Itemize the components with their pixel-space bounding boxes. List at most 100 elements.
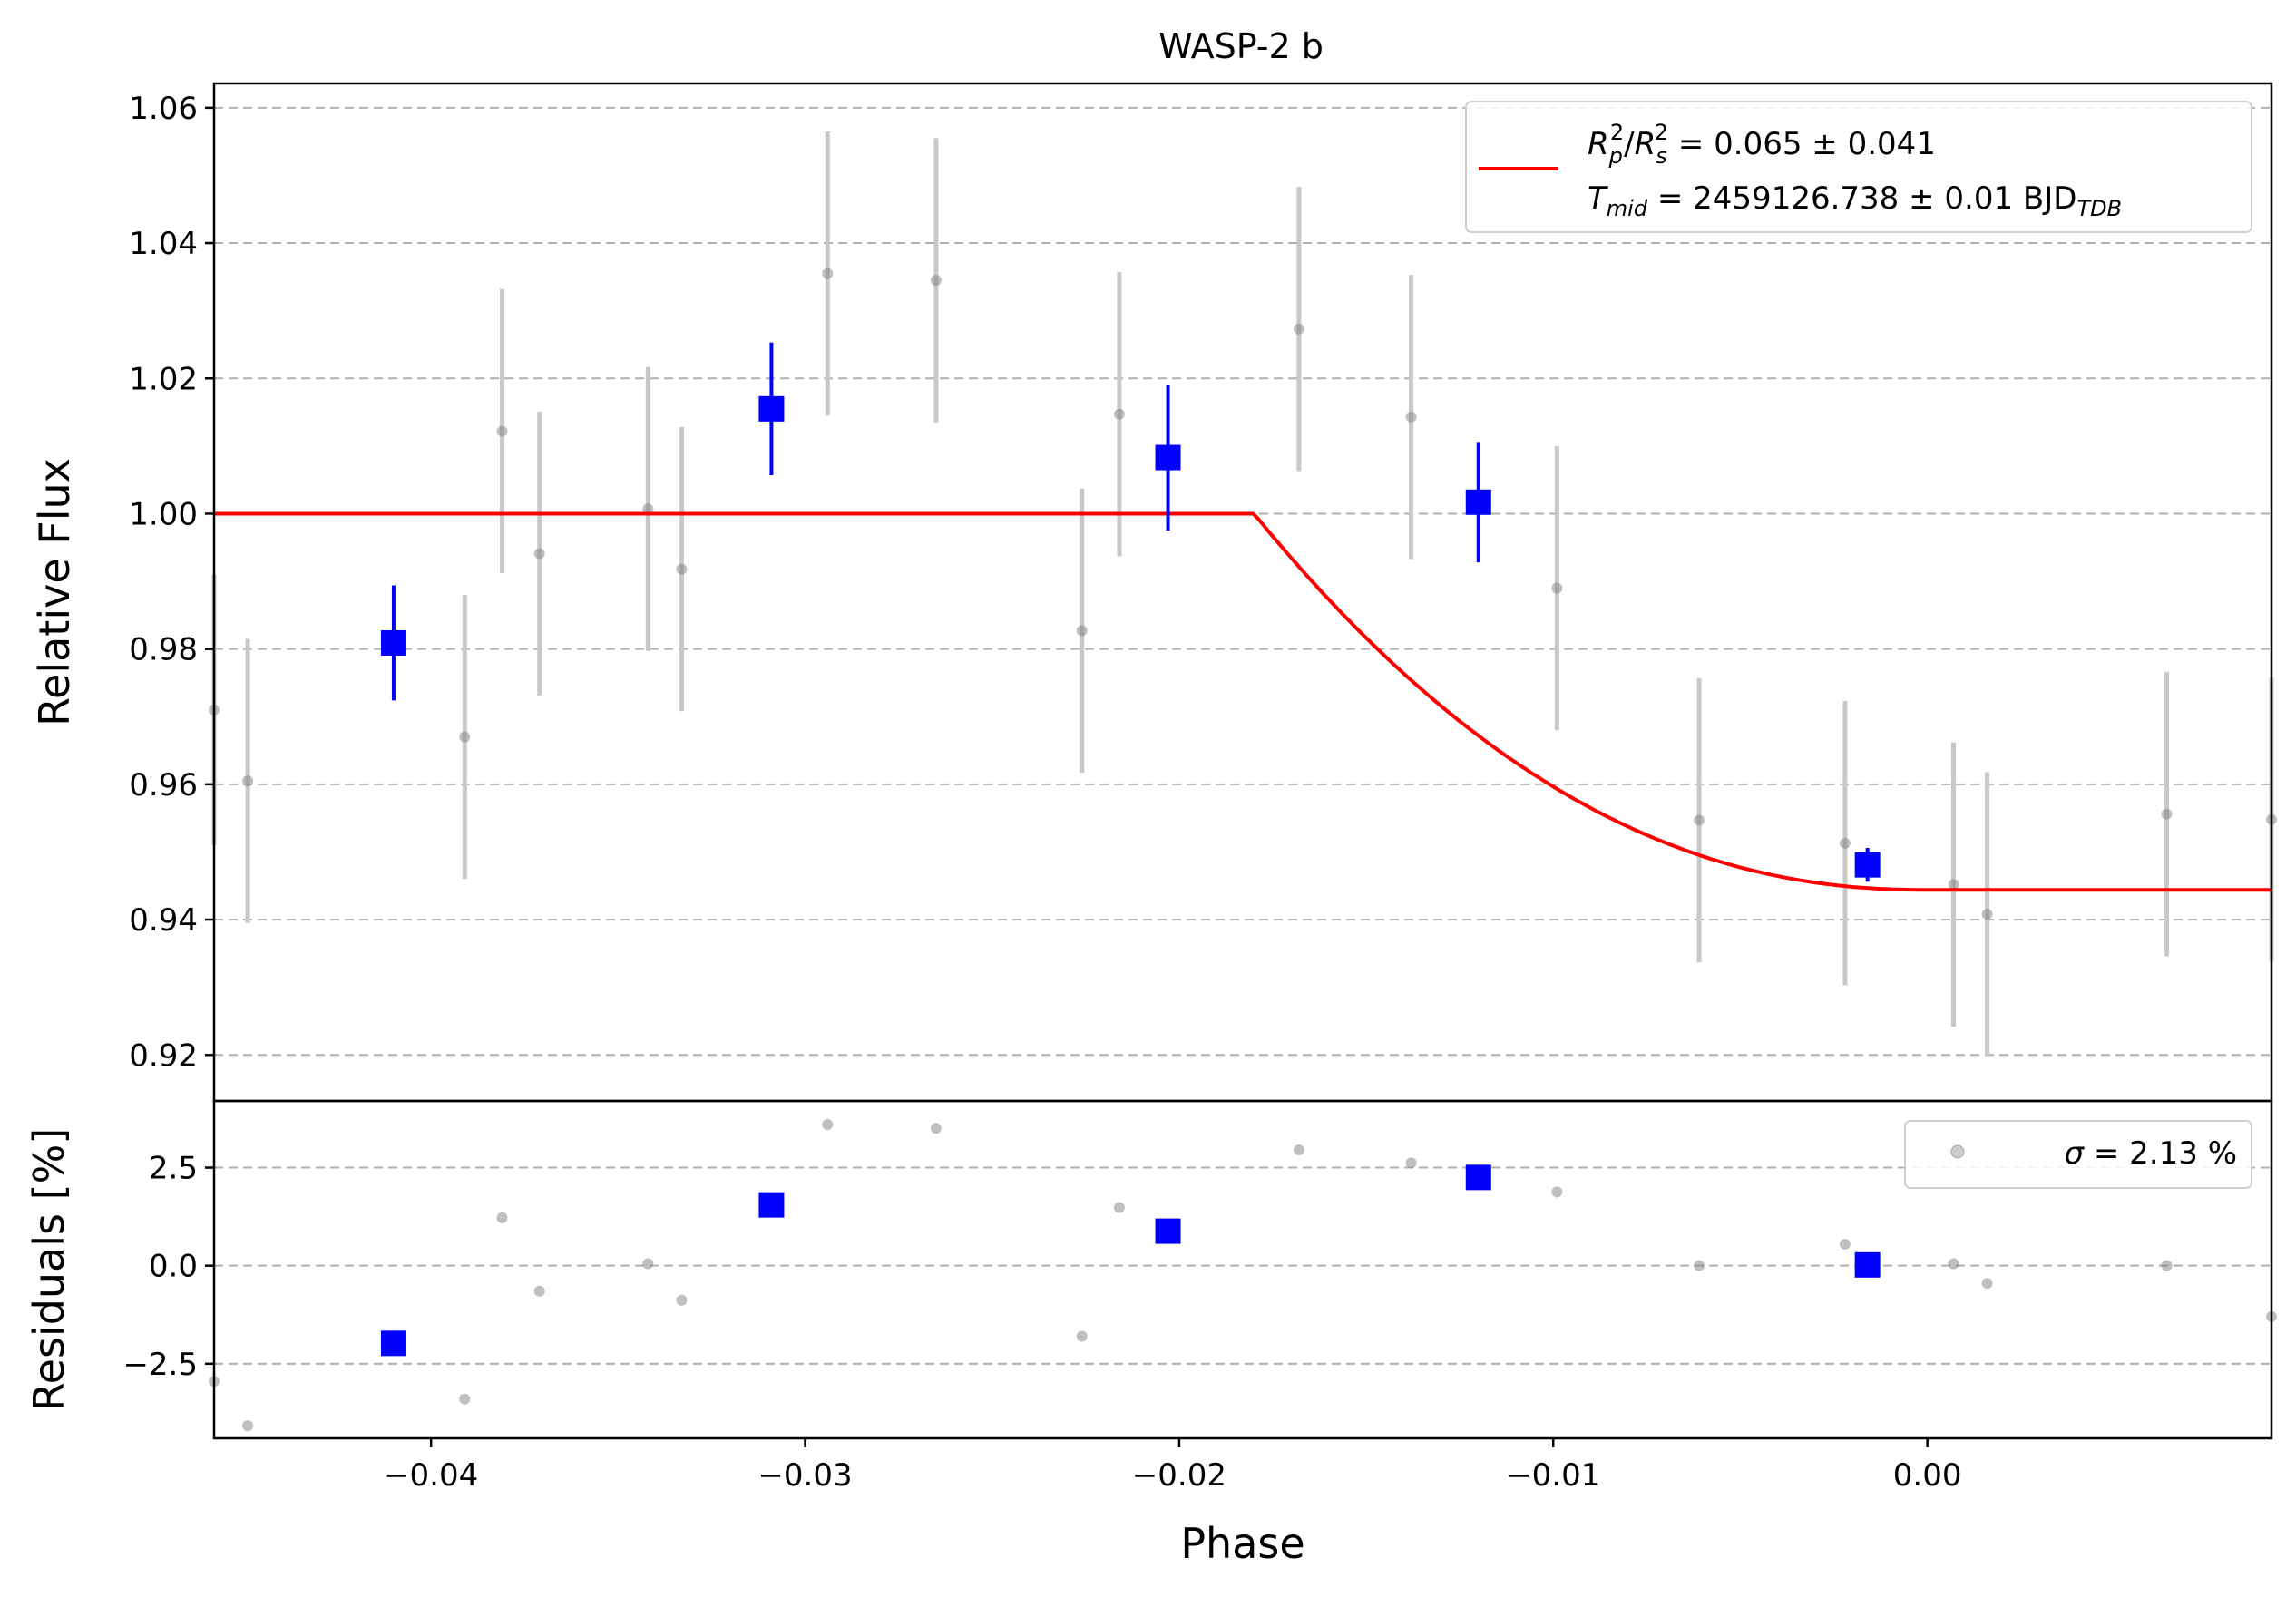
legend-sigma: σ = 2.13 % bbox=[2065, 1135, 2237, 1172]
flux-binned-points bbox=[380, 342, 1881, 882]
x-ticks: −0.04 −0.03 −0.02 −0.01 0.00 bbox=[384, 1438, 1961, 1494]
residuals-y-tick-label: 2.5 bbox=[149, 1151, 198, 1187]
legend-radius-ratio: Rp2/Rs2 = 0.065 ± 0.041 bbox=[1588, 120, 1936, 169]
legend-tmid: Tmid = 2459126.738 ± 0.01 BJDTDB bbox=[1588, 180, 2122, 221]
residuals-y-tick-label: −2.5 bbox=[122, 1347, 198, 1383]
flux-y-ticks: 0.92 0.94 0.96 0.98 1.00 1.02 1.04 1.06 bbox=[129, 91, 214, 1074]
legend-rs-sub: s bbox=[1656, 143, 1667, 169]
residuals-binned-points bbox=[380, 1164, 1881, 1357]
residual-binned-point bbox=[1854, 1251, 1881, 1278]
x-tick-label: −0.01 bbox=[1506, 1457, 1600, 1494]
residual-binned-point bbox=[1465, 1164, 1491, 1191]
flux-binned-point bbox=[758, 395, 785, 422]
legend-sigma-value: = 2.13 % bbox=[2084, 1135, 2237, 1172]
legend-t-symbol: T bbox=[1588, 180, 1608, 217]
x-axis-label: Phase bbox=[1180, 1519, 1304, 1568]
flux-y-tick-label: 1.02 bbox=[129, 361, 198, 397]
flux-binned-point bbox=[1465, 489, 1491, 515]
flux-raw-point bbox=[1113, 408, 1125, 420]
residual-raw-point bbox=[1981, 1278, 1993, 1290]
flux-y-tick-label: 0.96 bbox=[129, 767, 198, 803]
residuals-panel: −2.5 0.0 2.5 −0.04 −0.03 −0.02 −0.01 0.00 Resi… bbox=[24, 1099, 2277, 1568]
residual-raw-point bbox=[822, 1118, 834, 1130]
flux-raw-point bbox=[1076, 625, 1088, 637]
flux-raw-point bbox=[459, 731, 471, 743]
residual-raw-point bbox=[642, 1258, 654, 1270]
residuals-y-tick-label: 0.0 bbox=[149, 1249, 198, 1285]
flux-raw-point bbox=[822, 268, 834, 279]
residual-binned-point bbox=[1155, 1218, 1181, 1244]
legend-rp-sub: p bbox=[1608, 143, 1623, 169]
flux-y-tick-label: 1.04 bbox=[129, 226, 198, 262]
residual-raw-point bbox=[1076, 1330, 1088, 1342]
flux-y-tick-label: 1.06 bbox=[129, 91, 198, 127]
flux-binned-point bbox=[1854, 852, 1881, 878]
flux-raw-point bbox=[2161, 808, 2173, 820]
legend-tmid-value: = 2459126.738 ± 0.01 BJD bbox=[1647, 180, 2076, 217]
residual-raw-point bbox=[1839, 1238, 1851, 1250]
flux-raw-point bbox=[1551, 582, 1563, 594]
residual-raw-point bbox=[2161, 1260, 2173, 1271]
residuals-legend: σ = 2.13 % bbox=[1904, 1120, 2252, 1189]
legend-slash: / bbox=[1624, 126, 1635, 162]
residual-raw-point bbox=[930, 1123, 942, 1134]
residual-raw-point bbox=[1405, 1157, 1417, 1169]
flux-raw-point bbox=[1293, 323, 1304, 335]
residual-binned-point bbox=[380, 1330, 406, 1357]
residuals-axes-frame bbox=[212, 1099, 2273, 1440]
flux-raw-point bbox=[930, 275, 942, 287]
residuals-raw-points bbox=[209, 1118, 2277, 1432]
flux-binned-point bbox=[380, 629, 406, 656]
residual-raw-point bbox=[496, 1212, 508, 1223]
transit-model-line bbox=[214, 511, 2272, 892]
residuals-y-ticks: −2.5 0.0 2.5 bbox=[122, 1151, 214, 1383]
flux-raw-point bbox=[496, 425, 508, 437]
residual-raw-point bbox=[1694, 1260, 1705, 1271]
legend-sigma-symbol: σ bbox=[2065, 1135, 2086, 1172]
flux-panel: 0.92 0.94 0.96 0.98 1.00 1.02 1.04 1.06 Relativ… bbox=[30, 82, 2277, 1103]
x-tick-label: −0.04 bbox=[384, 1457, 478, 1494]
residual-raw-point bbox=[1551, 1186, 1563, 1198]
flux-binned-point bbox=[1155, 444, 1181, 471]
flux-axes-frame bbox=[212, 82, 2273, 1103]
flux-legend-box bbox=[1465, 101, 2252, 233]
x-tick-label: −0.03 bbox=[757, 1457, 852, 1494]
residuals-legend-box bbox=[1904, 1120, 2252, 1189]
legend-rp-symbol: R bbox=[1588, 126, 1609, 162]
x-tick-label: −0.02 bbox=[1132, 1457, 1226, 1494]
legend-rp-sup: 2 bbox=[1610, 120, 1624, 145]
residual-raw-point bbox=[1948, 1258, 1959, 1270]
flux-y-tick-label: 1.00 bbox=[129, 496, 198, 532]
flux-y-tick-label: 0.92 bbox=[129, 1037, 198, 1074]
residual-raw-point bbox=[1113, 1202, 1125, 1213]
legend-residual-marker bbox=[1950, 1144, 1965, 1159]
flux-y-axis-label: Relative Flux bbox=[30, 458, 79, 726]
flux-raw-point bbox=[1839, 837, 1851, 849]
flux-legend: Rp2/Rs2 = 0.065 ± 0.041 Tmid = 2459126.7… bbox=[1465, 101, 2252, 233]
flux-raw-point bbox=[642, 503, 654, 515]
residual-raw-point bbox=[242, 1420, 254, 1432]
residual-raw-point bbox=[533, 1285, 545, 1297]
legend-rs-sup: 2 bbox=[1655, 120, 1668, 145]
residual-raw-point bbox=[676, 1294, 688, 1306]
flux-raw-points bbox=[209, 131, 2277, 1057]
flux-y-tick-label: 0.94 bbox=[129, 902, 198, 939]
residuals-y-axis-label: Residuals [%] bbox=[24, 1128, 73, 1411]
legend-rr-value: = 0.065 ± 0.041 bbox=[1668, 126, 1936, 162]
flux-raw-point bbox=[676, 563, 688, 575]
flux-raw-point bbox=[1405, 411, 1417, 423]
residual-raw-point bbox=[459, 1393, 471, 1405]
legend-rs-symbol: R bbox=[1635, 126, 1656, 162]
flux-raw-point bbox=[242, 775, 254, 787]
residual-binned-point bbox=[758, 1192, 785, 1218]
flux-raw-point bbox=[1694, 814, 1705, 826]
residual-raw-point bbox=[1293, 1144, 1304, 1156]
flux-raw-point bbox=[1981, 909, 1993, 920]
residuals-gridlines bbox=[214, 1166, 2272, 1365]
legend-t-sub: mid bbox=[1607, 196, 1648, 221]
legend-tdb-sub: TDB bbox=[2076, 196, 2122, 221]
flux-raw-point bbox=[1948, 879, 1959, 891]
flux-gridlines bbox=[214, 106, 2272, 1057]
x-tick-label: 0.00 bbox=[1893, 1457, 1962, 1494]
